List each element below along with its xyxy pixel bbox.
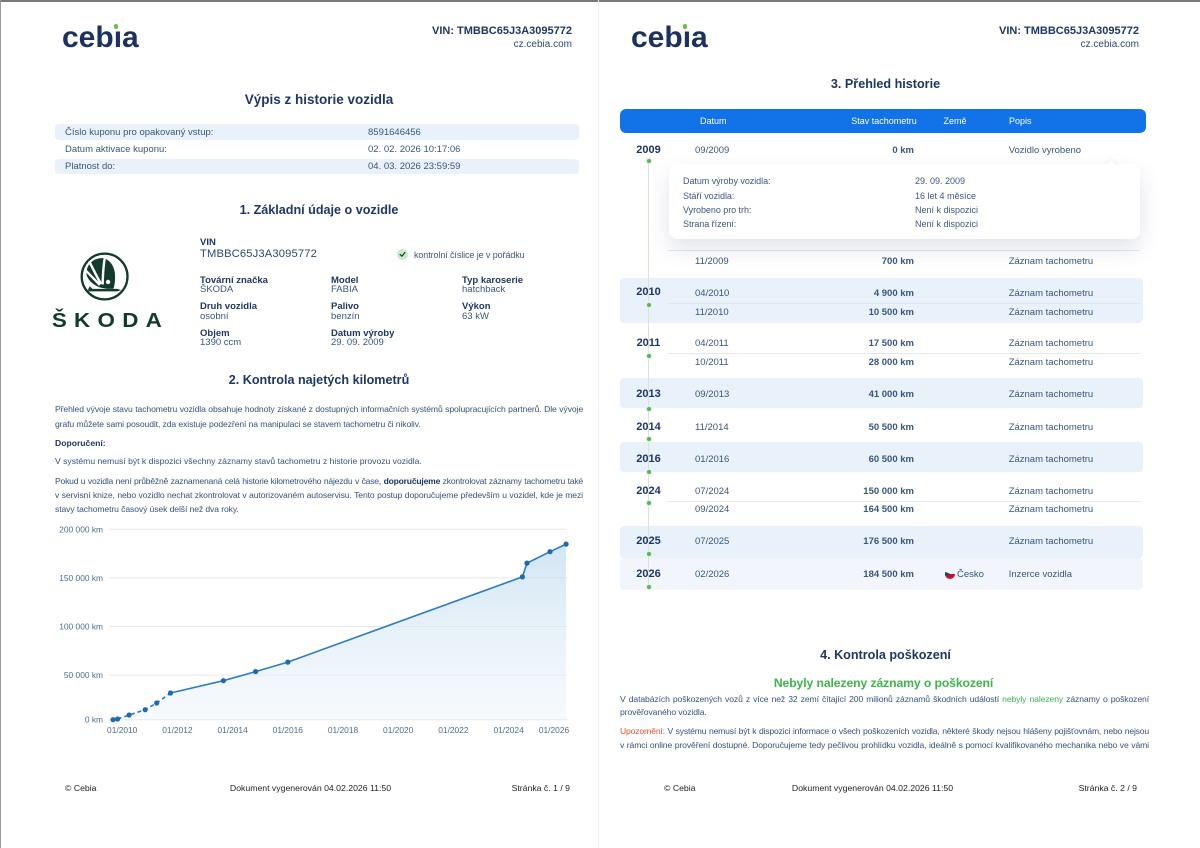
svg-text:100 000 km: 100 000 km	[59, 622, 103, 632]
svg-text:0 km: 0 km	[85, 715, 103, 725]
svg-text:01/2018: 01/2018	[328, 725, 359, 735]
svg-text:01/2024: 01/2024	[493, 725, 524, 735]
svg-text:01/2020: 01/2020	[383, 725, 414, 735]
svg-text:01/2012: 01/2012	[162, 725, 193, 735]
svg-text:01/2022: 01/2022	[438, 725, 469, 735]
svg-text:01/2010: 01/2010	[107, 725, 138, 735]
svg-text:200 000 km: 200 000 km	[59, 524, 103, 534]
svg-text:01/2016: 01/2016	[273, 725, 304, 735]
svg-text:01/2014: 01/2014	[217, 725, 248, 735]
svg-text:50 000 km: 50 000 km	[64, 670, 103, 680]
svg-text:150 000 km: 150 000 km	[59, 573, 103, 583]
svg-text:01/2026: 01/2026	[539, 725, 570, 735]
